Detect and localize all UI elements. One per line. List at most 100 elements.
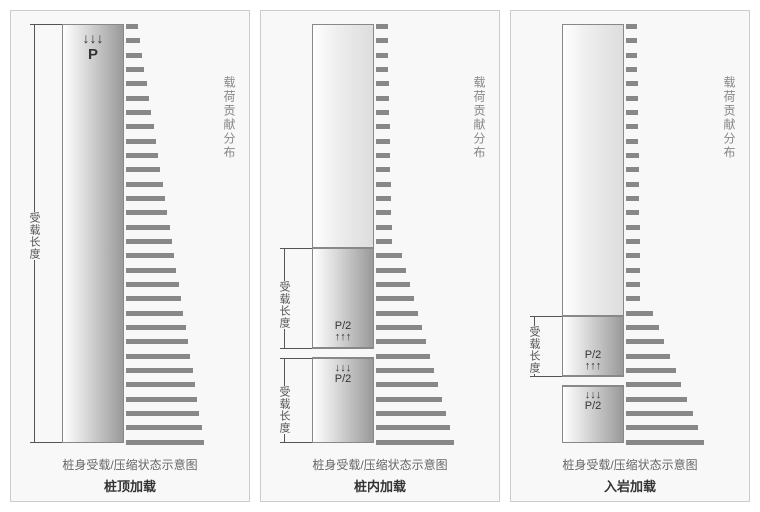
load-bar [376, 153, 390, 158]
load-bar [376, 210, 391, 215]
load-bar [626, 325, 659, 330]
load-bar [626, 124, 638, 129]
load-bar [626, 225, 640, 230]
load-bar [126, 196, 165, 201]
arrows-up: ↑↑↑ [563, 361, 623, 372]
load-bar [126, 67, 144, 72]
load-bar [126, 239, 172, 244]
load-bar [626, 96, 638, 101]
load-bar [376, 382, 438, 387]
load-bar [126, 253, 174, 258]
load-bar [126, 110, 151, 115]
load-bar [126, 282, 179, 287]
load-bar [626, 425, 698, 430]
panel-rock-loading: 受载长度 P/2 ↑↑↑ ↓↓↓ P/2 载荷贡献分布 桩身受载/压缩状态示意 [510, 10, 750, 502]
load-bar [626, 296, 640, 301]
force-top: ↓↓↓ P [63, 31, 123, 62]
caption: 桩身受载/压缩状态示意图 入岩加载 [511, 456, 749, 495]
load-bar [126, 153, 158, 158]
force-mid-up: P/2 ↑↑↑ [313, 321, 373, 343]
caption: 桩身受载/压缩状态示意图 桩顶加载 [11, 456, 249, 495]
load-bar [376, 268, 406, 273]
load-bar [376, 182, 391, 187]
caption-line1: 桩身受载/压缩状态示意图 [261, 456, 499, 473]
load-bar [626, 110, 638, 115]
pile-lower: ↓↓↓ P/2 [312, 358, 374, 443]
load-bar [376, 24, 388, 29]
load-bar [376, 325, 422, 330]
load-bar [376, 196, 391, 201]
load-bar [126, 210, 167, 215]
load-bar [126, 296, 181, 301]
load-bar [376, 96, 389, 101]
load-bar [626, 24, 637, 29]
load-bar [126, 311, 183, 316]
pile: ↓↓↓ P [62, 24, 124, 443]
load-bar [626, 411, 693, 416]
dim-cap-top [30, 24, 66, 25]
arrows-up: ↑↑↑ [313, 332, 373, 343]
load-bar [376, 110, 389, 115]
load-bar [126, 368, 193, 373]
caption: 桩身受载/压缩状态示意图 桩内加载 [261, 456, 499, 495]
pile-mid: P/2 ↑↑↑ [562, 316, 624, 376]
load-bar [376, 311, 418, 316]
load-bar [126, 124, 154, 129]
load-bar [126, 182, 163, 187]
load-bar [376, 239, 392, 244]
dim-label-lower: 受载长度 [276, 386, 292, 434]
load-bar [126, 382, 195, 387]
dim-cap-bot [30, 442, 66, 443]
arrows-down: ↓↓↓ [83, 30, 104, 46]
diagram-container: 受载长度 ↓↓↓ P 载荷贡献分布 桩身受载/压缩状态示意图 桩顶加载 [0, 0, 760, 512]
pile-upper [562, 24, 624, 316]
caption-line1: 桩身受载/压缩状态示意图 [511, 456, 749, 473]
load-bar [376, 225, 392, 230]
force-Phalf-down: P/2 [563, 401, 623, 412]
force-mid-up: P/2 ↑↑↑ [563, 350, 623, 372]
load-bar [626, 239, 640, 244]
force-low-down: ↓↓↓ P/2 [563, 390, 623, 412]
pile-lower: ↓↓↓ P/2 [562, 386, 624, 443]
load-bar [126, 81, 147, 86]
load-bar [376, 81, 389, 86]
load-bar [376, 296, 414, 301]
load-bar [376, 124, 390, 129]
load-bar [126, 225, 170, 230]
load-bar [376, 38, 388, 43]
dim-label: 受载长度 [526, 326, 542, 374]
load-bar [626, 210, 639, 215]
distribution-label: 载荷贡献分布 [221, 76, 238, 160]
load-bar [126, 325, 186, 330]
load-bar [626, 440, 704, 445]
load-bar [376, 253, 402, 258]
load-bar [626, 167, 639, 172]
load-bar [376, 397, 442, 402]
load-bar [626, 311, 653, 316]
load-bar [126, 24, 138, 29]
caption-title: 桩内加载 [261, 476, 499, 495]
load-bar [126, 397, 197, 402]
load-bar [626, 38, 637, 43]
caption-title: 入岩加载 [511, 476, 749, 495]
pile-gap [312, 348, 374, 358]
load-bar [126, 354, 190, 359]
panel-mid-loading: 受载长度 受载长度 P/2 ↑↑↑ ↓↓↓ P/2 [260, 10, 500, 502]
load-bar [376, 339, 426, 344]
load-bar [626, 196, 639, 201]
load-bar [126, 139, 156, 144]
load-bar [626, 354, 670, 359]
load-bar [626, 53, 637, 58]
force-P: P [63, 47, 123, 62]
load-bar [126, 425, 202, 430]
dim-label-upper: 受载长度 [276, 281, 292, 329]
load-bar [626, 153, 639, 158]
load-bar [376, 167, 390, 172]
load-bar [376, 139, 390, 144]
load-bar [626, 282, 640, 287]
load-bar [376, 53, 388, 58]
load-bar [376, 354, 430, 359]
dim-label: 受载长度 [26, 212, 42, 260]
load-bar [626, 81, 638, 86]
force-Phalf-down: P/2 [313, 374, 373, 385]
